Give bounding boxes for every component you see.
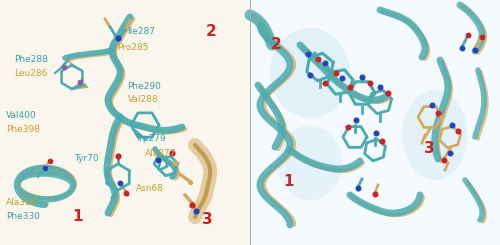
Text: Leu286: Leu286: [14, 69, 48, 78]
Point: [378, 139, 386, 143]
Point: [122, 191, 130, 195]
Point: [321, 81, 329, 85]
Point: [332, 71, 340, 75]
Point: [458, 46, 466, 50]
FancyBboxPatch shape: [0, 0, 250, 245]
Point: [454, 129, 462, 133]
Text: 2: 2: [206, 24, 216, 39]
Point: [306, 73, 314, 77]
Text: Ala277: Ala277: [145, 149, 176, 158]
Point: [168, 151, 176, 155]
Point: [464, 33, 472, 37]
Text: Ile287: Ile287: [128, 27, 156, 36]
Ellipse shape: [278, 125, 342, 200]
Point: [46, 159, 54, 163]
Text: 3: 3: [202, 212, 213, 227]
Point: [338, 76, 346, 80]
Point: [371, 192, 379, 196]
Text: Val400: Val400: [6, 111, 36, 120]
Point: [41, 166, 49, 170]
Text: Tyr70: Tyr70: [74, 154, 98, 163]
Point: [304, 52, 312, 56]
Text: Phe290: Phe290: [128, 82, 162, 91]
Point: [376, 85, 384, 89]
Point: [448, 123, 456, 127]
Point: [314, 57, 322, 61]
Point: [171, 161, 179, 165]
Text: Pro285: Pro285: [118, 43, 149, 51]
Point: [114, 36, 122, 40]
Ellipse shape: [270, 28, 350, 118]
Point: [76, 80, 84, 84]
Point: [154, 158, 162, 162]
Text: 2: 2: [271, 37, 282, 52]
Text: 1: 1: [284, 174, 294, 189]
FancyBboxPatch shape: [250, 0, 500, 245]
Point: [478, 35, 486, 39]
Text: 1: 1: [72, 208, 83, 224]
Point: [471, 48, 479, 52]
Point: [116, 181, 124, 185]
Point: [114, 154, 122, 158]
Point: [321, 61, 329, 65]
Point: [440, 158, 448, 162]
Point: [352, 118, 360, 122]
Point: [188, 203, 196, 207]
Point: [346, 85, 354, 89]
Text: Asn68: Asn68: [136, 184, 164, 193]
Point: [384, 91, 392, 95]
Point: [186, 180, 194, 184]
Text: Ala328: Ala328: [6, 198, 38, 207]
Text: Val288: Val288: [128, 96, 158, 104]
Text: 3: 3: [424, 141, 434, 157]
Point: [60, 65, 68, 69]
Point: [446, 151, 454, 155]
Text: Trp279: Trp279: [135, 134, 166, 143]
Point: [344, 125, 352, 129]
Point: [358, 75, 366, 79]
Point: [366, 81, 374, 85]
Point: [192, 209, 200, 213]
Text: Phe330: Phe330: [6, 212, 40, 221]
Point: [434, 111, 442, 115]
Ellipse shape: [402, 90, 468, 180]
Point: [354, 186, 362, 190]
Text: Phe398: Phe398: [6, 125, 40, 134]
Text: Phe288: Phe288: [14, 55, 48, 64]
Point: [372, 131, 380, 135]
Point: [428, 103, 436, 107]
